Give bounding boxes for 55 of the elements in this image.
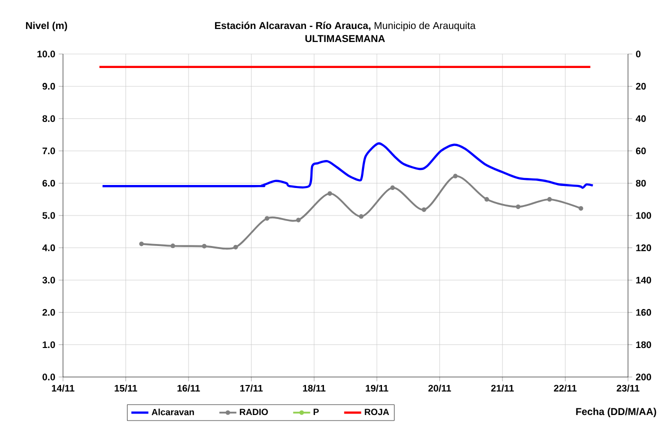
y-tick-label: 10.0 bbox=[37, 50, 55, 58]
y2-tick-label: 200 bbox=[636, 374, 652, 380]
point bbox=[202, 244, 207, 248]
point bbox=[358, 214, 364, 219]
legend-label: P bbox=[314, 408, 319, 415]
y2-tick-label: 20 bbox=[636, 82, 646, 90]
x-tick-label: 18/11 bbox=[303, 384, 326, 392]
x-tick-label: 22/11 bbox=[554, 384, 577, 392]
x-tick-label: 14/11 bbox=[52, 384, 74, 392]
y-tick-label: 1.0 bbox=[42, 341, 55, 348]
point bbox=[422, 207, 426, 212]
y-tick-label: 5.0 bbox=[42, 212, 55, 219]
point bbox=[233, 244, 238, 250]
y2-tick-label: 180 bbox=[636, 341, 652, 348]
y2-tick-label: 160 bbox=[636, 309, 652, 316]
point bbox=[390, 185, 395, 190]
point bbox=[139, 242, 144, 246]
y2-tick-label: 0 bbox=[636, 50, 641, 58]
chart-subtitle: ULTIMASEMANA bbox=[305, 35, 385, 42]
legend-label: RADIO bbox=[240, 408, 268, 416]
x-tick-label: 21/11 bbox=[491, 384, 514, 392]
point bbox=[547, 197, 552, 202]
y-tick-label: 6.0 bbox=[42, 180, 55, 187]
y2-tick-label: 60 bbox=[636, 148, 646, 154]
y-tick-label: 4.0 bbox=[42, 244, 55, 252]
point bbox=[453, 174, 458, 178]
point bbox=[328, 191, 332, 196]
x-tick-label: 23/11 bbox=[616, 384, 640, 392]
x-tick-label: 17/11 bbox=[240, 384, 263, 392]
y-tick-label: 9.0 bbox=[42, 82, 55, 90]
y2-tick-label: 80 bbox=[636, 180, 646, 187]
y2-tick-label: 100 bbox=[636, 212, 652, 219]
chart-title: Estación Alcaravan - Río Arauca, Municipio de Arauquita bbox=[215, 22, 476, 32]
y-tick-label: 7.0 bbox=[42, 148, 55, 154]
x-tick-label: 15/11 bbox=[114, 384, 138, 392]
x-tick-label: 19/11 bbox=[366, 384, 388, 392]
point bbox=[296, 218, 301, 222]
x-tick-label: 20/11 bbox=[428, 384, 452, 392]
y-tick-label: 2.0 bbox=[42, 309, 55, 316]
y-axis-title: Nivel (m) bbox=[26, 22, 68, 32]
y2-tick-label: 120 bbox=[636, 244, 652, 252]
y-tick-label: 3.0 bbox=[42, 276, 55, 284]
point bbox=[264, 216, 270, 221]
y2-tick-label: 40 bbox=[636, 115, 646, 122]
y2-tick-label: 140 bbox=[636, 276, 652, 284]
point bbox=[578, 206, 584, 211]
point bbox=[170, 244, 176, 248]
x-axis-title: Fecha (DD/M/AA) bbox=[576, 408, 656, 418]
y-tick-label: 0.0 bbox=[42, 374, 55, 380]
point bbox=[484, 197, 490, 202]
legend-label: Alcaravan bbox=[152, 408, 194, 416]
point bbox=[516, 204, 520, 210]
y-tick-label: 8.0 bbox=[42, 115, 55, 122]
x-tick-label: 16/11 bbox=[178, 384, 200, 392]
legend-label: ROJA bbox=[364, 408, 390, 416]
